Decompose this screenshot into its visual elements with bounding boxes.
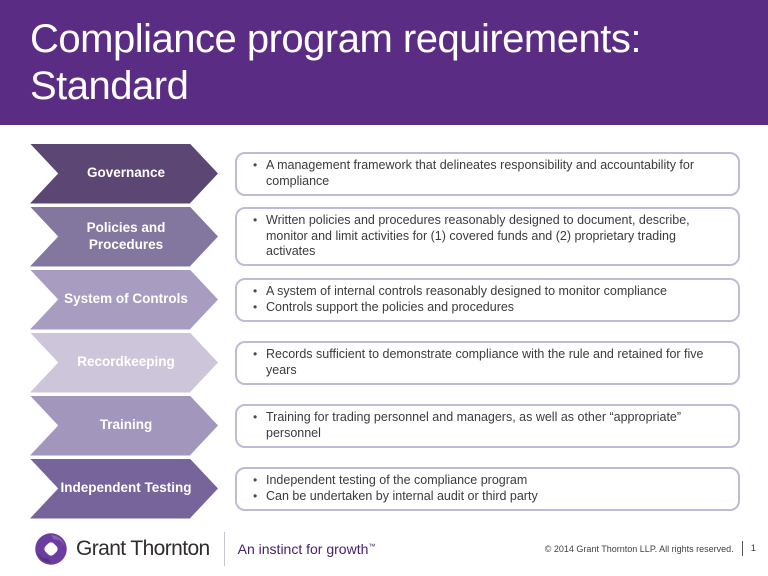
page-title: Compliance program requirements: Standar… bbox=[30, 16, 641, 110]
footer-right: © 2014 Grant Thornton LLP. All rights re… bbox=[545, 541, 756, 556]
bullet-item: • Independent testing of the compliance p… bbox=[251, 473, 538, 489]
row-policies-procedures: Policies and Procedures • Written policie… bbox=[0, 205, 768, 268]
detail-box-policies-procedures: • Written policies and procedures reasona… bbox=[235, 207, 740, 266]
grant-thornton-logo: Grant Thornton bbox=[33, 531, 210, 567]
bullet-text: Training for trading personnel and manag… bbox=[266, 410, 682, 440]
bullet-icon: • bbox=[253, 284, 258, 298]
chevron-recordkeeping: Recordkeeping bbox=[30, 332, 218, 393]
detail-box-training: • Training for trading personnel and mana… bbox=[235, 403, 740, 448]
chevron-governance: Governance bbox=[30, 143, 218, 204]
bullet-icon: • bbox=[253, 473, 258, 487]
slide-footer: Grant Thornton An instinct for growth™ ©… bbox=[0, 521, 768, 576]
chevron-training: Training bbox=[30, 395, 218, 456]
bullet-icon: • bbox=[253, 488, 258, 503]
bullet-item: • Written policies and procedures reasona… bbox=[251, 213, 724, 260]
tagline: An instinct for growth™ bbox=[238, 541, 376, 557]
page-number-divider bbox=[741, 541, 743, 556]
detail-box-system-of-controls: • A system of internal controls reasonabl… bbox=[235, 277, 740, 322]
bullet-text: A management framework that delineates r… bbox=[266, 158, 695, 188]
row-training: Training • Training for trading personnel… bbox=[0, 394, 768, 457]
bullet-icon: • bbox=[253, 213, 258, 228]
row-independent-testing: Independent Testing • Independent testing… bbox=[0, 457, 768, 520]
bullet-icon: • bbox=[253, 299, 258, 314]
bullet-item: • Training for trading personnel and mana… bbox=[251, 410, 724, 441]
bullet-icon: • bbox=[253, 347, 258, 361]
requirements-list: Governance • A management framework that … bbox=[0, 142, 768, 520]
detail-box-governance: • A management framework that delineates … bbox=[235, 151, 740, 196]
bullet-text: Records sufficient to demonstrate compli… bbox=[266, 347, 704, 377]
bullet-item: • A management framework that delineates … bbox=[251, 158, 724, 189]
bullet-item: • Controls support the policies and proce… bbox=[251, 300, 667, 316]
page-title-line1: Compliance program requirements: bbox=[30, 17, 641, 61]
trademark-symbol: ™ bbox=[368, 542, 376, 550]
chevron-independent-testing: Independent Testing bbox=[30, 458, 218, 519]
row-system-of-controls: System of Controls • A system of internal… bbox=[0, 268, 768, 331]
row-governance: Governance • A management framework that … bbox=[0, 142, 768, 205]
bullet-item: • A system of internal controls reasonabl… bbox=[251, 284, 667, 300]
copyright-text: © 2014 Grant Thornton LLP. All rights re… bbox=[544, 543, 734, 554]
row-recordkeeping: Recordkeeping • Records sufficient to dem… bbox=[0, 331, 768, 394]
page-number: 1 bbox=[750, 543, 756, 554]
chevron-policies-procedures: Policies and Procedures bbox=[30, 206, 218, 267]
page-title-line2: Standard bbox=[30, 64, 189, 109]
grant-thornton-mark-icon bbox=[35, 532, 67, 565]
detail-box-independent-testing: • Independent testing of the compliance p… bbox=[235, 466, 740, 511]
chevron-system-of-controls: System of Controls bbox=[30, 269, 218, 330]
bullet-item: • Can be undertaken by internal audit or … bbox=[251, 489, 538, 505]
bullet-text: Written policies and procedures reasonab… bbox=[266, 213, 690, 259]
tagline-text: An instinct for growth bbox=[237, 540, 369, 557]
grant-thornton-wordmark: Grant Thornton bbox=[76, 536, 210, 560]
detail-box-recordkeeping: • Records sufficient to demonstrate compl… bbox=[235, 340, 740, 385]
bullet-icon: • bbox=[253, 410, 258, 424]
bullet-icon: • bbox=[253, 158, 258, 172]
footer-divider bbox=[223, 531, 225, 566]
bullet-text: A system of internal controls reasonably… bbox=[266, 284, 667, 298]
bullet-text: Independent testing of the compliance pr… bbox=[266, 473, 528, 487]
slide-header: Compliance program requirements: Standar… bbox=[0, 0, 768, 125]
bullet-text: Can be undertaken by internal audit or t… bbox=[266, 488, 538, 503]
bullet-item: • Records sufficient to demonstrate compl… bbox=[251, 347, 724, 378]
bullet-text: Controls support the policies and proced… bbox=[266, 299, 515, 314]
